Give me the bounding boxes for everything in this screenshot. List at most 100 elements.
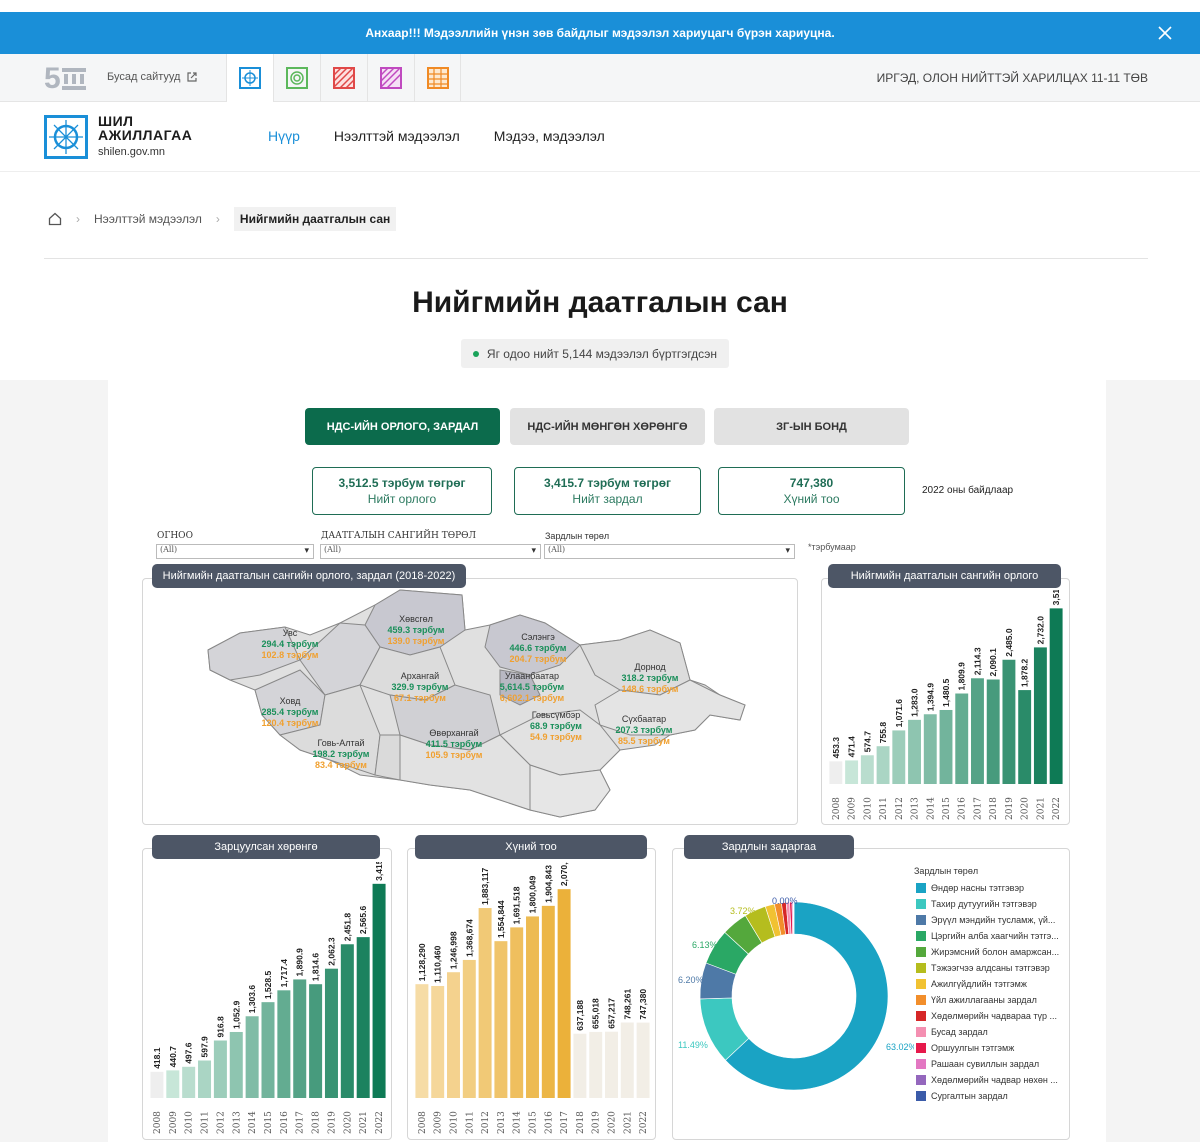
filter-date-select[interactable]: (All): [156, 544, 314, 559]
legend-item[interactable]: Сургалтын зардал: [916, 1088, 1059, 1104]
legend-item[interactable]: Оршуулгын тэтгэмж: [916, 1040, 1059, 1056]
bar-2008[interactable]: [150, 1071, 164, 1098]
tab-bonds[interactable]: ЗГ-ЫН БОНД: [714, 408, 909, 445]
bar-2009[interactable]: [166, 1070, 180, 1098]
bar-2015[interactable]: [526, 916, 539, 1098]
bar-2017[interactable]: [557, 889, 571, 1098]
legend-item[interactable]: Хөдөлмөрийн чадвар нөхөн ...: [916, 1072, 1059, 1088]
map-region-arkhangai[interactable]: Архангай 329.9 тэрбум 67.1 тэрбум: [384, 671, 456, 704]
map-region-sukhbaatar[interactable]: Сүхбаатар 207.3 тэрбум 85.5 тэрбум: [608, 714, 680, 747]
bar-2021[interactable]: [620, 1022, 634, 1098]
bar-2015[interactable]: [261, 1002, 275, 1098]
nav-news[interactable]: Мэдээ, мэдээлэл: [493, 128, 605, 144]
bar-2014[interactable]: [245, 1016, 259, 1098]
bar-value-label: 916.8: [215, 1016, 225, 1038]
bar-2009[interactable]: [431, 985, 445, 1098]
bar-2012[interactable]: [213, 1040, 227, 1098]
legend-item[interactable]: Жирэмсний болон амаржсан...: [916, 944, 1059, 960]
bar-2021[interactable]: [356, 937, 370, 1098]
legend-item[interactable]: Эрүүл мэндийн тусламж, үй...: [916, 912, 1059, 928]
bar-2019[interactable]: [1002, 659, 1016, 784]
bar-2014[interactable]: [510, 927, 524, 1098]
map-region-govi-altai[interactable]: Говь-Алтай 198.2 тэрбум 83.4 тэрбум: [305, 738, 377, 771]
breadcrumb-parent[interactable]: Нээлттэй мэдээлэл: [94, 212, 202, 226]
bar-2011[interactable]: [198, 1060, 212, 1098]
close-icon[interactable]: [1156, 24, 1174, 42]
bar-2015[interactable]: [939, 709, 953, 784]
legend-item[interactable]: Бусад зардал: [916, 1024, 1059, 1040]
bar-2017[interactable]: [293, 979, 307, 1098]
bar-2012[interactable]: [892, 730, 906, 784]
legend-item[interactable]: Үйл ажиллагааны зардал: [916, 992, 1059, 1008]
bar-2020[interactable]: [1018, 690, 1032, 784]
legend-item[interactable]: Хөдөлмөрийн чадвараа түр ...: [916, 1008, 1059, 1024]
nav-home[interactable]: Нүүр: [268, 128, 300, 144]
site-orange[interactable]: [414, 54, 461, 102]
bar-value-label: 747,380: [638, 989, 648, 1020]
bar-2020[interactable]: [340, 944, 354, 1098]
site-shilen[interactable]: [226, 54, 273, 102]
region-name: Говь-Алтай: [317, 738, 365, 748]
legend-item[interactable]: Тэжээгчээ алдсаны тэтгэвэр: [916, 960, 1059, 976]
other-sites-link[interactable]: Бусад сайтууд: [107, 71, 198, 83]
bar-2010[interactable]: [182, 1066, 196, 1098]
bar-2016[interactable]: [541, 905, 555, 1098]
map-region-uvs[interactable]: Увс 294.4 тэрбум 102.8 тэрбум: [255, 628, 325, 661]
map-region-selenge[interactable]: Сэлэнгэ 446.6 тэрбум 204.7 тэрбум: [502, 632, 574, 665]
map-region-uvurkhangai[interactable]: Өвөрхангай 411.5 тэрбум 105.9 тэрбум: [418, 728, 490, 761]
map-region-khovd[interactable]: Ховд 285.4 тэрбум 120.4 тэрбум: [254, 696, 326, 729]
map-region-ulaanbaatar[interactable]: Улаанбаатар 5,614.5 тэрбум 6,602.1 тэрбу…: [492, 671, 572, 704]
bar-2022[interactable]: [1049, 608, 1063, 784]
bar-2014[interactable]: [923, 714, 937, 784]
mongolia-map[interactable]: [200, 585, 750, 820]
bar-2019[interactable]: [324, 968, 338, 1098]
filter-expense-type-select[interactable]: (All): [544, 544, 795, 559]
site-green[interactable]: [273, 54, 320, 102]
bar-2013[interactable]: [908, 719, 921, 784]
bar-2016[interactable]: [277, 990, 291, 1098]
tab-income-expense[interactable]: НДС-ИЙН ОРЛОГО, ЗАРДАЛ: [305, 408, 500, 445]
legend-item[interactable]: Цэргийн алба хаагчийн тэтгэ...: [916, 928, 1059, 944]
donut-slice[interactable]: [724, 901, 889, 1091]
site-red[interactable]: [320, 54, 367, 102]
legend-item[interactable]: Өндөр насны тэтгэвэр: [916, 880, 1059, 896]
map-region-govisumber[interactable]: Говьсүмбэр 68.9 тэрбум 54.9 тэрбум: [520, 710, 592, 743]
site-purple[interactable]: [367, 54, 414, 102]
bar-2016[interactable]: [955, 693, 969, 784]
bar-2009[interactable]: [845, 760, 859, 784]
tab-assets[interactable]: НДС-ИЙН МӨНГӨН ХӨРӨНГӨ: [510, 408, 705, 445]
bar-2013[interactable]: [229, 1031, 243, 1098]
bar-2018[interactable]: [986, 679, 1000, 784]
bar-2021[interactable]: [1033, 647, 1047, 784]
x-tick-label: 2011: [879, 797, 889, 820]
bar-2013[interactable]: [494, 941, 508, 1098]
legend-swatch: [916, 995, 926, 1005]
kpi-total-income: 3,512.5 тэрбум төгрөг Нийт орлого: [312, 467, 492, 515]
bar-2019[interactable]: [589, 1031, 603, 1098]
bar-2012[interactable]: [478, 908, 492, 1098]
bar-2017[interactable]: [971, 678, 984, 784]
bar-2020[interactable]: [605, 1031, 618, 1098]
bar-value-label: 2,070,287: [559, 862, 569, 886]
legend-item[interactable]: Тахир дутуугийн тэтгэвэр: [916, 896, 1059, 912]
map-region-dornod[interactable]: Дорнод 318.2 тэрбум 148.6 тэрбум: [614, 662, 686, 695]
bar-2022[interactable]: [636, 1022, 650, 1098]
bar-2011[interactable]: [462, 959, 476, 1098]
map-region-khuvsgul[interactable]: Хөвсгөл 459.3 тэрбум 139.0 тэрбум: [380, 614, 452, 647]
home-icon[interactable]: [48, 212, 62, 226]
bar-2022[interactable]: [372, 883, 386, 1098]
bar-2008[interactable]: [415, 984, 429, 1098]
shilen-logo-icon[interactable]: [44, 115, 88, 159]
legend-item[interactable]: Ажилгүйдлийн тэтгэмж: [916, 976, 1059, 992]
filter-fund-type-select[interactable]: (All): [320, 544, 541, 559]
bar-2018[interactable]: [573, 1033, 587, 1098]
nav-open-data[interactable]: Нээлттэй мэдээлэл: [333, 128, 460, 144]
bar-value-label: 1,283.0: [910, 688, 920, 717]
bar-2011[interactable]: [876, 746, 890, 784]
bar-value-label: 2,062.3: [326, 937, 336, 966]
bar-2010[interactable]: [447, 972, 460, 1098]
bar-2008[interactable]: [829, 761, 843, 784]
bar-2010[interactable]: [860, 755, 874, 784]
legend-item[interactable]: Рашаан сувиллын зардал: [916, 1056, 1059, 1072]
bar-2018[interactable]: [309, 984, 323, 1098]
